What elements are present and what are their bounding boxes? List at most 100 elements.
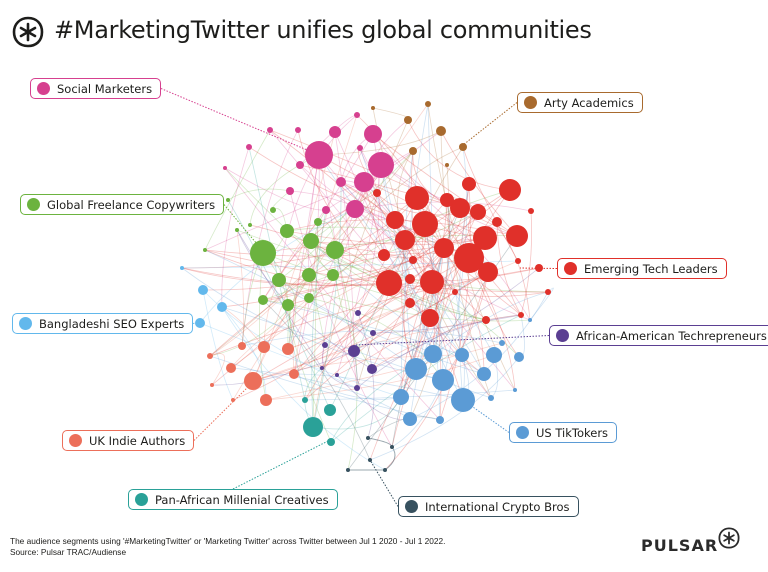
edge [371, 319, 487, 370]
node-emerging-tech-leaders [373, 189, 381, 197]
edge [312, 181, 342, 428]
segment-color-dot [37, 82, 50, 95]
segment-color-dot [564, 262, 577, 275]
segment-color-dot [69, 434, 82, 447]
edge [262, 257, 470, 301]
leader-line [232, 439, 331, 490]
node-us-tiktokers [486, 347, 502, 363]
edge [462, 146, 519, 262]
segment-label-pan-african-millenial-creatives: Pan-African Millenial Creatives [128, 489, 338, 510]
node-global-freelance-copywriters [302, 268, 316, 282]
node-international-crypto-bros [346, 468, 350, 472]
edge [224, 167, 334, 276]
edge [468, 257, 520, 358]
node-global-freelance-copywriters [327, 269, 339, 281]
edge [518, 314, 525, 358]
edge [496, 221, 522, 316]
edge [330, 314, 522, 443]
node-social-marketers [364, 125, 382, 143]
node-bangladeshi-seo-experts [195, 318, 205, 328]
node-emerging-tech-leaders [506, 225, 528, 247]
node-emerging-tech-leaders [412, 211, 438, 237]
node-global-freelance-copywriters [270, 207, 276, 213]
edge [202, 289, 234, 401]
node-emerging-tech-leaders [386, 211, 404, 229]
leader-line [462, 102, 518, 146]
edge [230, 367, 411, 420]
edge [209, 274, 310, 357]
node-uk-indie-authors [244, 372, 262, 390]
node-social-marketers [357, 145, 363, 151]
source-text: Source: Pulsar TRAC/Audiense [10, 547, 127, 557]
edge [241, 129, 299, 347]
edge [367, 437, 393, 448]
edge [293, 373, 402, 400]
edge [292, 240, 312, 375]
edge [259, 252, 267, 401]
node-us-tiktokers [424, 345, 442, 363]
edge [224, 167, 327, 211]
node-uk-indie-authors [226, 363, 236, 373]
node-us-tiktokers [528, 318, 532, 322]
edge [287, 154, 320, 350]
node-emerging-tech-leaders [499, 179, 521, 201]
edge [304, 257, 470, 401]
edge [265, 354, 495, 401]
edge [199, 322, 402, 398]
node-emerging-tech-leaders [454, 243, 484, 273]
edge [520, 210, 533, 316]
edge [354, 208, 470, 259]
footnote: The audience segments using '#MarketingT… [10, 536, 445, 558]
edge [204, 249, 390, 286]
segment-color-dot [524, 96, 537, 109]
edge [477, 211, 531, 321]
edge [221, 221, 498, 308]
edge [336, 317, 431, 376]
edge [221, 306, 267, 401]
edge [224, 167, 441, 421]
node-emerging-tech-leaders [515, 258, 521, 264]
edge [439, 183, 471, 421]
node-global-freelance-copywriters [250, 240, 276, 266]
edge [388, 282, 549, 297]
node-social-marketers [336, 177, 346, 187]
edge [357, 197, 418, 314]
edge [334, 249, 358, 471]
node-emerging-tech-leaders [395, 230, 415, 250]
node-arty-academics [404, 116, 412, 124]
node-emerging-tech-leaders [409, 256, 417, 264]
node-pan-african-millenial-creatives [302, 397, 308, 403]
edge [380, 164, 531, 321]
edge [227, 188, 291, 201]
edge [371, 267, 540, 370]
edge [356, 314, 522, 389]
node-emerging-tech-leaders [420, 270, 444, 294]
node-social-marketers [305, 141, 333, 169]
edge [468, 257, 516, 391]
segment-color-dot [556, 329, 569, 342]
node-global-freelance-copywriters [280, 224, 294, 238]
leader-line [193, 379, 256, 441]
node-social-marketers [295, 127, 301, 133]
node-social-marketers [246, 144, 252, 150]
edge [310, 150, 414, 242]
edge [329, 239, 406, 411]
edge [429, 199, 450, 319]
edge [321, 281, 433, 369]
pulsar-asterisk-icon [718, 527, 740, 549]
segment-name: Bangladeshi SEO Experts [39, 316, 185, 331]
segment-name: UK Indie Authors [89, 433, 186, 448]
node-us-tiktokers [393, 389, 409, 405]
node-arty-academics [371, 106, 375, 110]
edge [318, 130, 442, 156]
segment-label-emerging-tech-leaders: Emerging Tech Leaders [557, 258, 727, 279]
node-social-marketers [286, 187, 294, 195]
node-emerging-tech-leaders [450, 198, 470, 218]
segment-color-dot [135, 493, 148, 506]
node-emerging-tech-leaders [470, 204, 486, 220]
edge [221, 306, 386, 471]
node-emerging-tech-leaders [545, 289, 551, 295]
node-international-crypto-bros [368, 458, 372, 462]
node-uk-indie-authors [282, 343, 294, 355]
